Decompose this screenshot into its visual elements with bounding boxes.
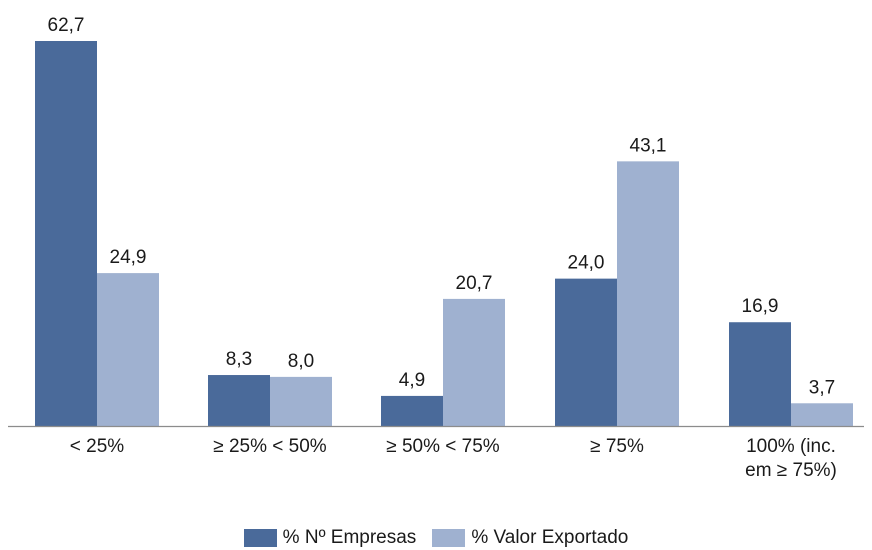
legend-item-valor: % Valor Exportado <box>432 527 628 549</box>
data-label-s0-c0: 62,7 <box>48 15 85 36</box>
category-label-2: ≥ 50% < 75% <box>386 436 500 457</box>
data-label-s0-c4: 16,9 <box>742 296 779 317</box>
bar-s1-c0 <box>97 273 159 426</box>
category-label-0: < 25% <box>70 436 125 457</box>
bar-s1-c1 <box>270 376 332 426</box>
legend-swatch-valor <box>432 529 466 547</box>
bar-s1-c3 <box>617 161 679 426</box>
bar-s0-c2 <box>381 395 443 426</box>
category-label-3: ≥ 75% <box>590 436 644 457</box>
legend-swatch-empresas <box>243 529 277 547</box>
category-label-1: ≥ 25% < 50% <box>213 436 327 457</box>
data-label-s1-c1: 8,0 <box>288 351 314 372</box>
data-label-s0-c3: 24,0 <box>568 253 605 274</box>
data-label-s1-c4: 3,7 <box>809 377 835 398</box>
bar-s0-c1 <box>208 375 270 426</box>
bar-s0-c0 <box>35 41 97 426</box>
legend: % Nº Empresas % Valor Exportado <box>0 527 872 549</box>
legend-label-valor: % Valor Exportado <box>471 527 629 548</box>
data-label-s1-c0: 24,9 <box>110 247 147 268</box>
data-label-s1-c3: 43,1 <box>630 135 667 156</box>
bar-chart: 62,7 24,9 < 25% 8,3 8,0 ≥ 25% < 50% 4,9 20,7 ≥ 5… <box>8 15 864 481</box>
legend-label-empresas: % Nº Empresas <box>282 527 417 548</box>
legend-item-empresas: % Nº Empresas <box>243 527 417 549</box>
bar-s0-c3 <box>555 278 617 426</box>
data-label-s1-c2: 20,7 <box>456 273 493 294</box>
bar-s1-c4 <box>791 403 853 426</box>
data-label-s0-c1: 8,3 <box>226 349 252 370</box>
data-label-s0-c2: 4,9 <box>399 370 425 391</box>
category-label-4-line1: em ≥ 75%) <box>745 460 837 481</box>
category-label-4-line0: 100% (inc. <box>746 436 836 457</box>
bar-s0-c4 <box>729 322 791 426</box>
bar-s1-c2 <box>443 298 505 426</box>
